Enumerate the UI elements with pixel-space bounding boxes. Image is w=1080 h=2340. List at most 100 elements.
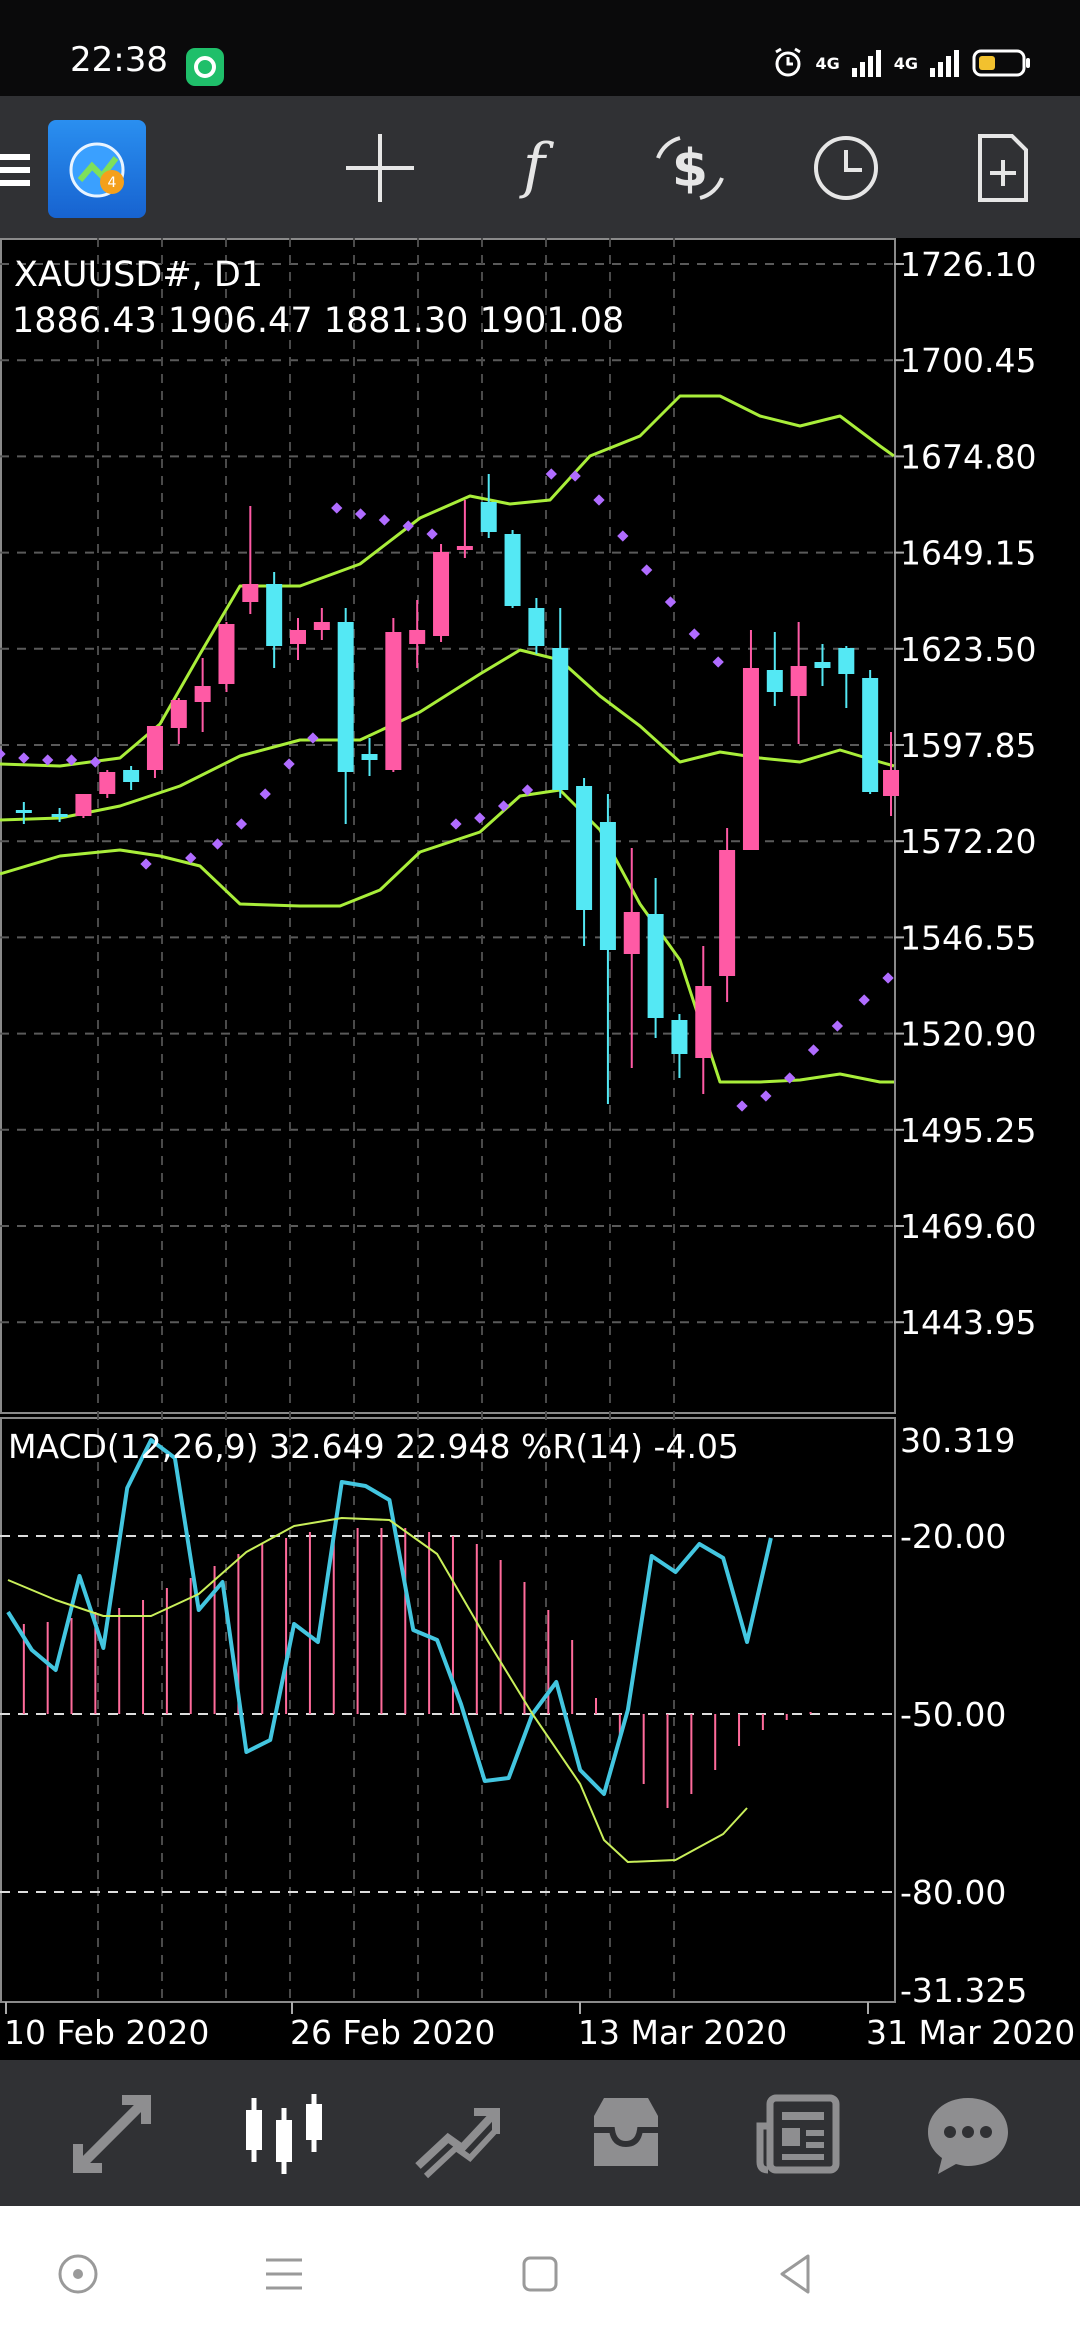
date-tick-label: 31 Mar 2020 <box>866 2013 1075 2052</box>
candle-body <box>123 770 140 782</box>
sar-dot <box>307 732 319 744</box>
sar-dot <box>331 502 343 514</box>
indicator-tick-label: -80.00 <box>900 1873 1006 1912</box>
function-icon[interactable]: f <box>494 128 574 208</box>
trade-icon[interactable] <box>408 2086 504 2182</box>
candle-body <box>146 726 163 770</box>
candle-body <box>99 772 116 794</box>
candle-body <box>75 794 92 816</box>
candle-body <box>790 666 807 696</box>
price-tick-label: 1495.25 <box>900 1111 1036 1150</box>
candle-body <box>766 670 783 692</box>
sar-dot <box>807 1044 820 1056</box>
status-icons: 4G 4G <box>771 46 1032 80</box>
price-tick-label: 1520.90 <box>900 1015 1036 1054</box>
candle-body <box>552 648 569 790</box>
candle-body <box>361 754 378 760</box>
battery-icon <box>972 49 1030 77</box>
candle-body <box>528 608 545 646</box>
price-tick-label: 1700.45 <box>900 341 1036 380</box>
signal-label-2: 4G <box>893 53 918 73</box>
sar-dot <box>664 596 677 608</box>
back-icon[interactable] <box>772 2250 820 2298</box>
sar-dot <box>426 528 438 540</box>
sar-dot <box>736 1100 748 1112</box>
news-icon[interactable] <box>750 2086 846 2182</box>
date-axis: 10 Feb 2020 26 Feb 2020 13 Mar 2020 31 Mar … <box>4 2002 1075 2052</box>
indicator-label: MACD(12,26,9) 32.649 22.948 %R(14) -4.05 <box>8 1427 739 1466</box>
sar-dot <box>42 754 54 766</box>
candle-body <box>242 584 259 602</box>
sar-dot <box>617 530 629 542</box>
metatrader-logo[interactable]: 4 <box>48 120 146 218</box>
new-order-icon[interactable] <box>962 128 1042 208</box>
history-icon[interactable] <box>578 2086 674 2182</box>
sar-dot <box>760 1090 772 1102</box>
sar-dot <box>18 752 30 764</box>
sar-dot <box>235 818 248 830</box>
candle-body <box>290 630 306 644</box>
sar-dot <box>185 852 197 864</box>
candlesticks <box>15 474 900 1104</box>
candle-body <box>504 534 521 606</box>
price-tick-label: 1572.20 <box>900 822 1036 861</box>
price-tick-label: 1597.85 <box>900 726 1036 765</box>
sar-dot <box>0 748 6 760</box>
candle-body <box>647 914 664 1018</box>
top-toolbar <box>0 96 1080 238</box>
chart-labels: XAUUSD#, D1 1886.43 1906.47 1881.30 1901… <box>4 245 1075 2052</box>
sar-dot <box>593 494 605 506</box>
sar-dot <box>784 1072 796 1084</box>
price-tick-label: 1623.50 <box>900 630 1036 669</box>
sar-dot <box>283 758 295 770</box>
candle-body <box>433 552 450 636</box>
home-dot-icon[interactable] <box>54 2250 102 2298</box>
williams-r-line <box>6 1438 773 1796</box>
sar-dot <box>688 628 700 640</box>
price-tick-label: 1443.95 <box>900 1303 1036 1342</box>
date-tick-label: 10 Feb 2020 <box>4 2013 209 2052</box>
date-tick-label: 26 Feb 2020 <box>290 2013 495 2052</box>
candle-body <box>15 810 32 813</box>
chart-area[interactable]: XAUUSD#, D1 1886.43 1906.47 1881.30 1901… <box>0 238 1080 2060</box>
sar-dot <box>569 470 581 482</box>
bollinger-bands <box>0 394 895 1084</box>
svg-text:f: f <box>519 131 555 201</box>
sar-dot <box>474 812 486 824</box>
sar-dot <box>211 838 224 850</box>
symbol-icon[interactable]: $ <box>650 128 730 208</box>
candle-body <box>313 622 330 630</box>
menu-icon[interactable] <box>0 150 30 190</box>
indicator-tick-label: -50.00 <box>900 1695 1006 1734</box>
candle-body <box>409 630 426 644</box>
crosshair-icon[interactable] <box>340 128 420 208</box>
candle-body <box>599 822 616 950</box>
quotes-icon[interactable] <box>64 2086 160 2182</box>
candle-body <box>623 912 640 954</box>
chart-ohlc-label: 1886.43 1906.47 1881.30 1901.08 <box>12 301 624 341</box>
indicator-panel <box>6 1438 812 1863</box>
sar-dot <box>712 656 724 668</box>
candle-body <box>218 624 235 684</box>
home-square-icon[interactable] <box>516 2250 564 2298</box>
price-tick-label: 1726.10 <box>900 245 1036 284</box>
indicator-tick-label: -31.325 <box>900 1971 1027 2010</box>
chart-symbol-label: XAUUSD#, D1 <box>14 255 263 295</box>
clock-icon[interactable] <box>806 128 886 208</box>
sar-dot <box>259 788 271 800</box>
sar-dot <box>354 508 367 520</box>
chart-icon[interactable] <box>236 2086 332 2182</box>
recents-menu-icon[interactable] <box>260 2250 308 2298</box>
messages-icon[interactable] <box>920 2086 1016 2182</box>
chart-grid <box>0 238 896 2003</box>
price-tick-label: 1674.80 <box>900 437 1036 476</box>
indicator-tick-label: -20.00 <box>900 1517 1006 1556</box>
candle-body <box>194 686 211 702</box>
price-tick-label: 1469.60 <box>900 1207 1036 1246</box>
app-notification-icon <box>186 48 224 86</box>
signal-icon <box>851 50 881 77</box>
sar-dot <box>497 800 510 812</box>
sar-dot <box>521 784 534 796</box>
svg-text:4: 4 <box>108 175 117 191</box>
macd-signal-line <box>7 1517 748 1863</box>
